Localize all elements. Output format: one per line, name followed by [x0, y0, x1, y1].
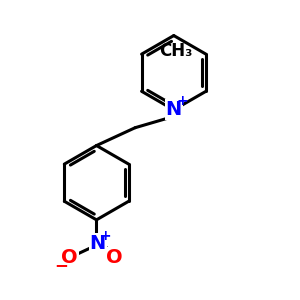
Text: +: + — [176, 94, 188, 108]
Text: N: N — [166, 100, 182, 119]
Text: O: O — [106, 248, 123, 267]
Text: CH₃: CH₃ — [159, 42, 193, 60]
Text: O: O — [61, 248, 78, 267]
Text: −: − — [55, 256, 68, 274]
Text: N: N — [90, 234, 106, 253]
Text: +: + — [100, 229, 111, 243]
